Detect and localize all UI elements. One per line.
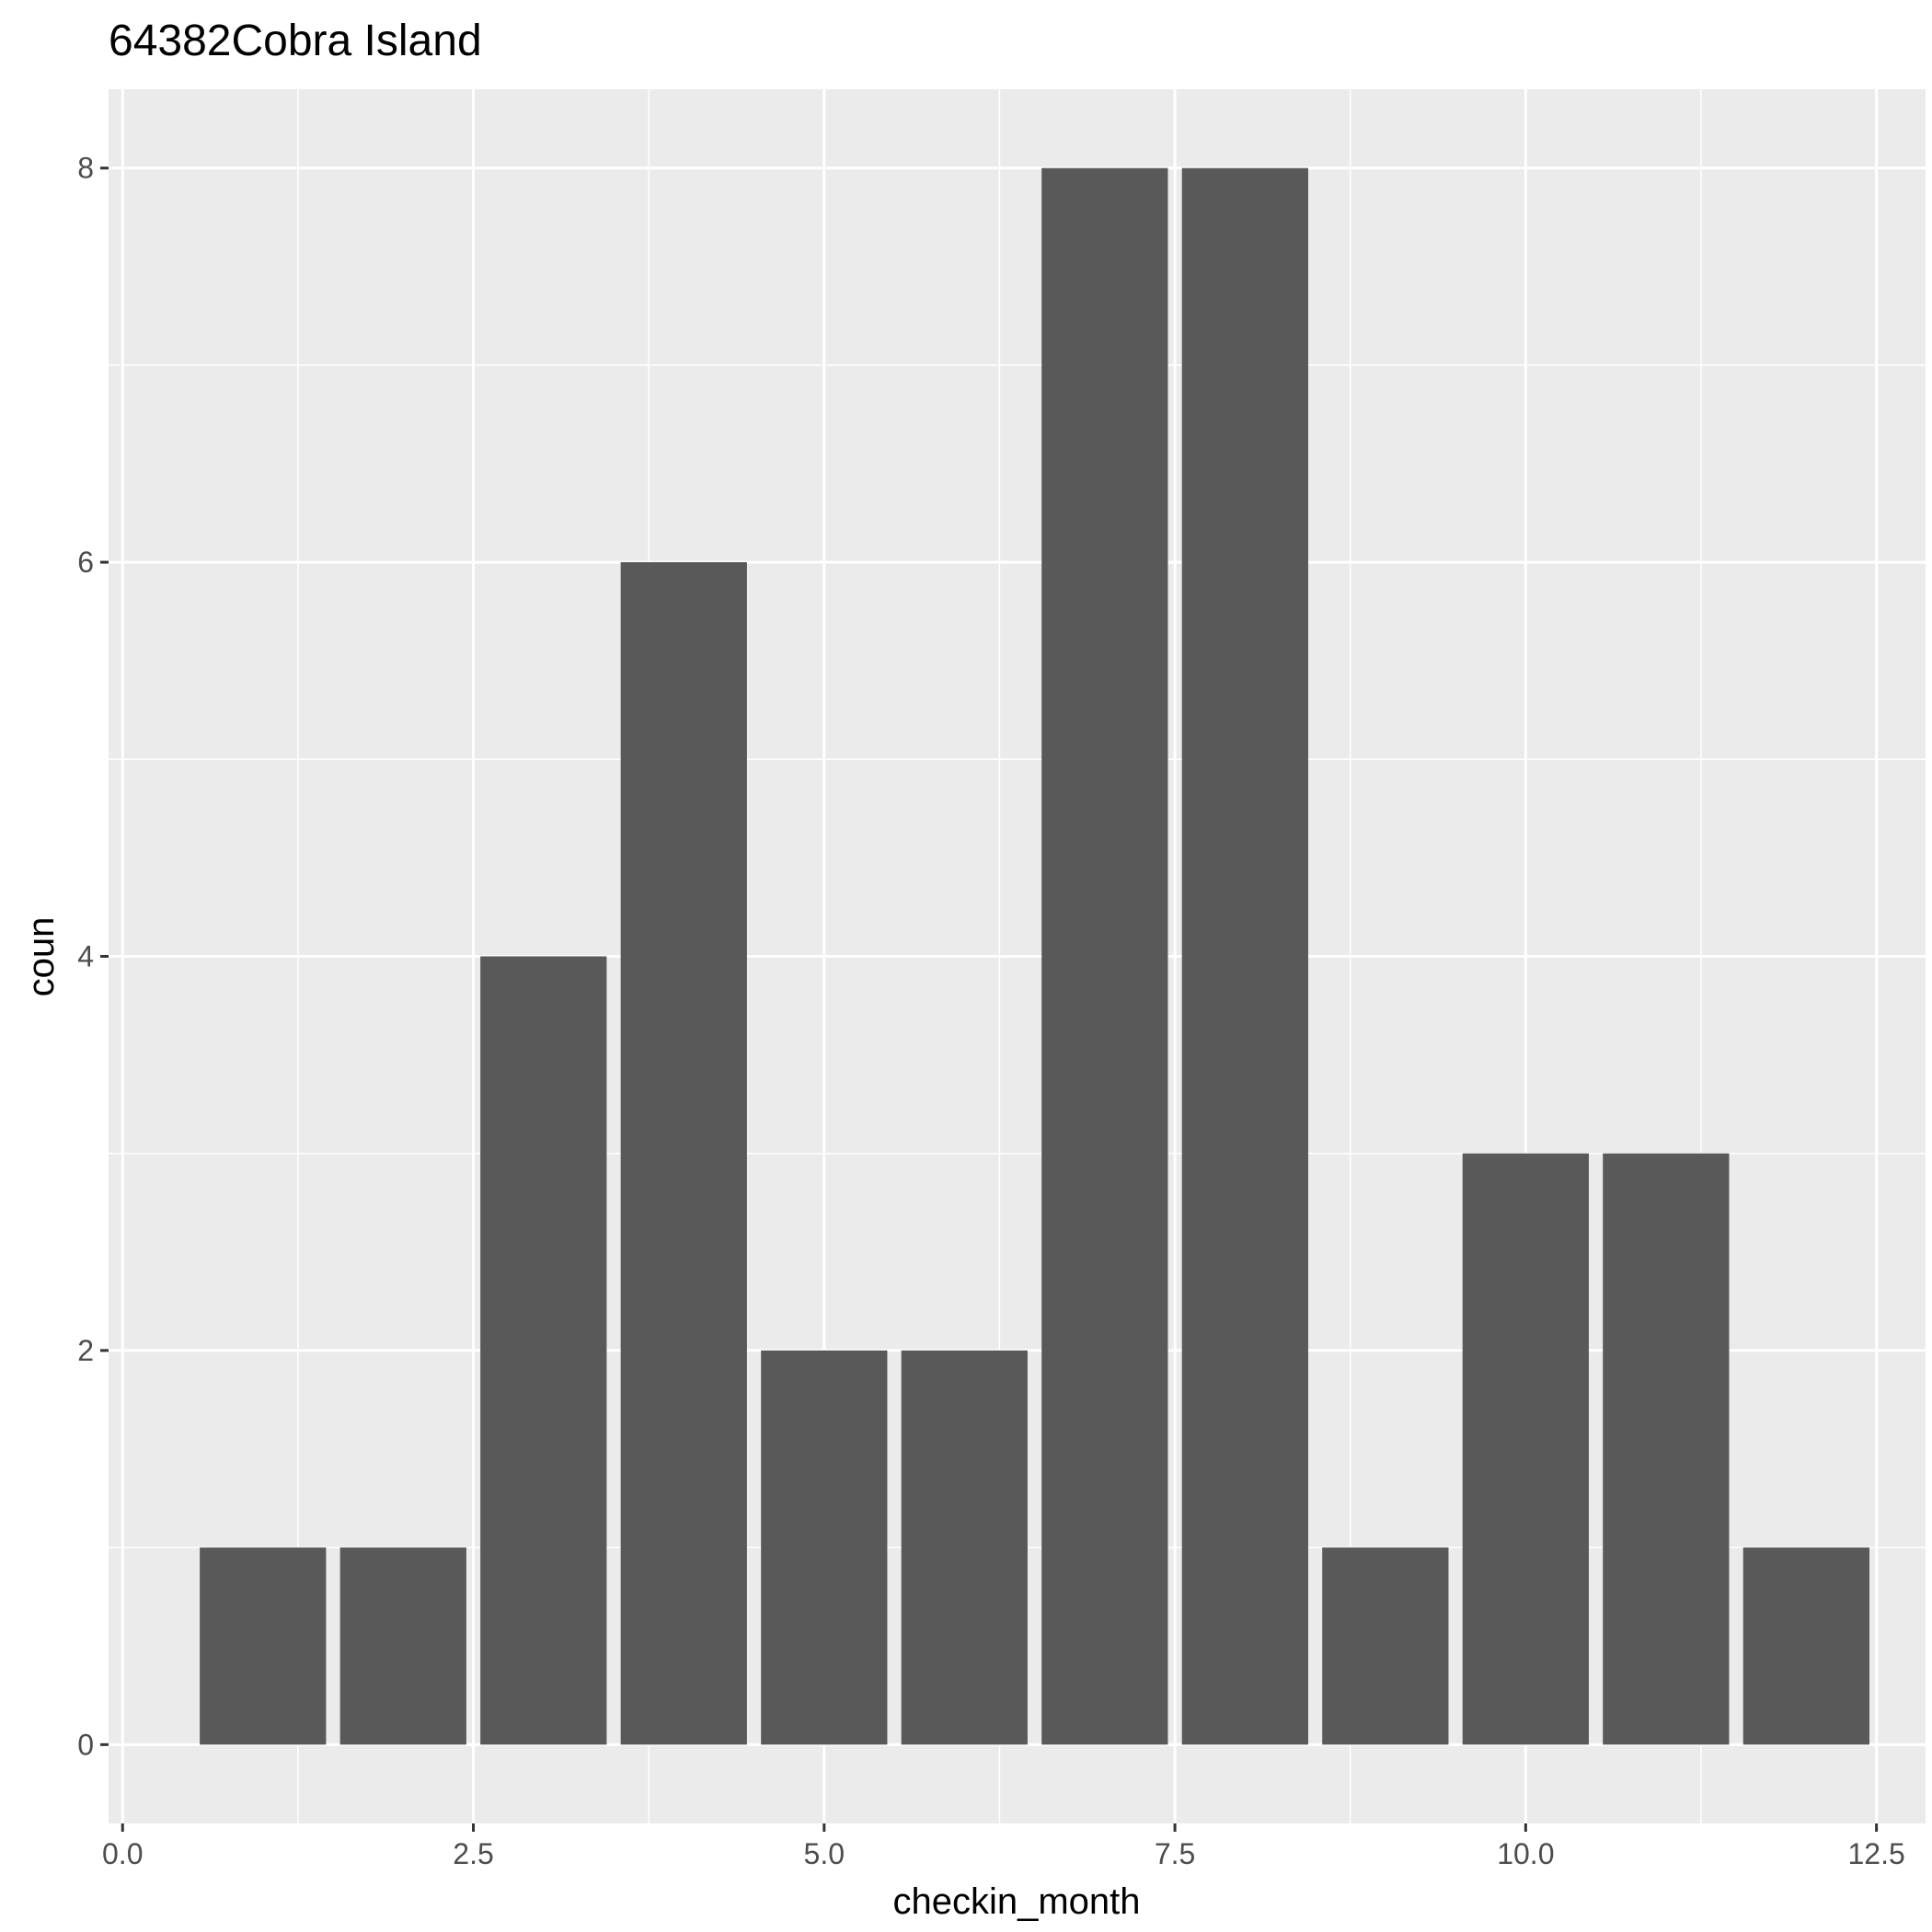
y-tick-label: 4 (77, 940, 94, 973)
y-axis-ticks: 0 2 4 6 8 (77, 152, 109, 1761)
bar-month-11 (1603, 1153, 1730, 1745)
y-tick-label: 8 (77, 152, 94, 185)
bars (200, 167, 1869, 1745)
x-tick-label: 10.0 (1497, 1837, 1554, 1870)
x-tick-label: 5.0 (804, 1837, 845, 1870)
bar-month-9 (1322, 1547, 1449, 1745)
bar-month-1 (200, 1547, 327, 1745)
bar-month-12 (1742, 1547, 1869, 1745)
bar-month-6 (901, 1350, 1028, 1745)
bar-month-8 (1181, 167, 1308, 1745)
x-tick-label: 12.5 (1847, 1837, 1904, 1870)
x-axis-ticks: 0.0 2.5 5.0 7.5 10.0 12.5 (102, 1823, 1905, 1870)
x-axis-title: checkin_month (892, 1881, 1140, 1922)
x-tick-label: 0.0 (102, 1837, 143, 1870)
bar-month-4 (620, 562, 747, 1745)
bar-month-3 (480, 956, 607, 1745)
x-tick-label: 7.5 (1155, 1837, 1195, 1870)
x-tick-label: 2.5 (453, 1837, 493, 1870)
chart-title: 64382Cobra Island (109, 17, 482, 65)
bar-month-5 (761, 1350, 888, 1745)
bar-month-10 (1462, 1153, 1589, 1745)
y-axis-title: coun (21, 917, 62, 997)
bar-month-2 (339, 1547, 466, 1745)
bar-month-7 (1041, 167, 1168, 1745)
y-tick-label: 2 (77, 1334, 94, 1367)
y-tick-label: 0 (77, 1728, 94, 1761)
y-tick-label: 6 (77, 546, 94, 579)
